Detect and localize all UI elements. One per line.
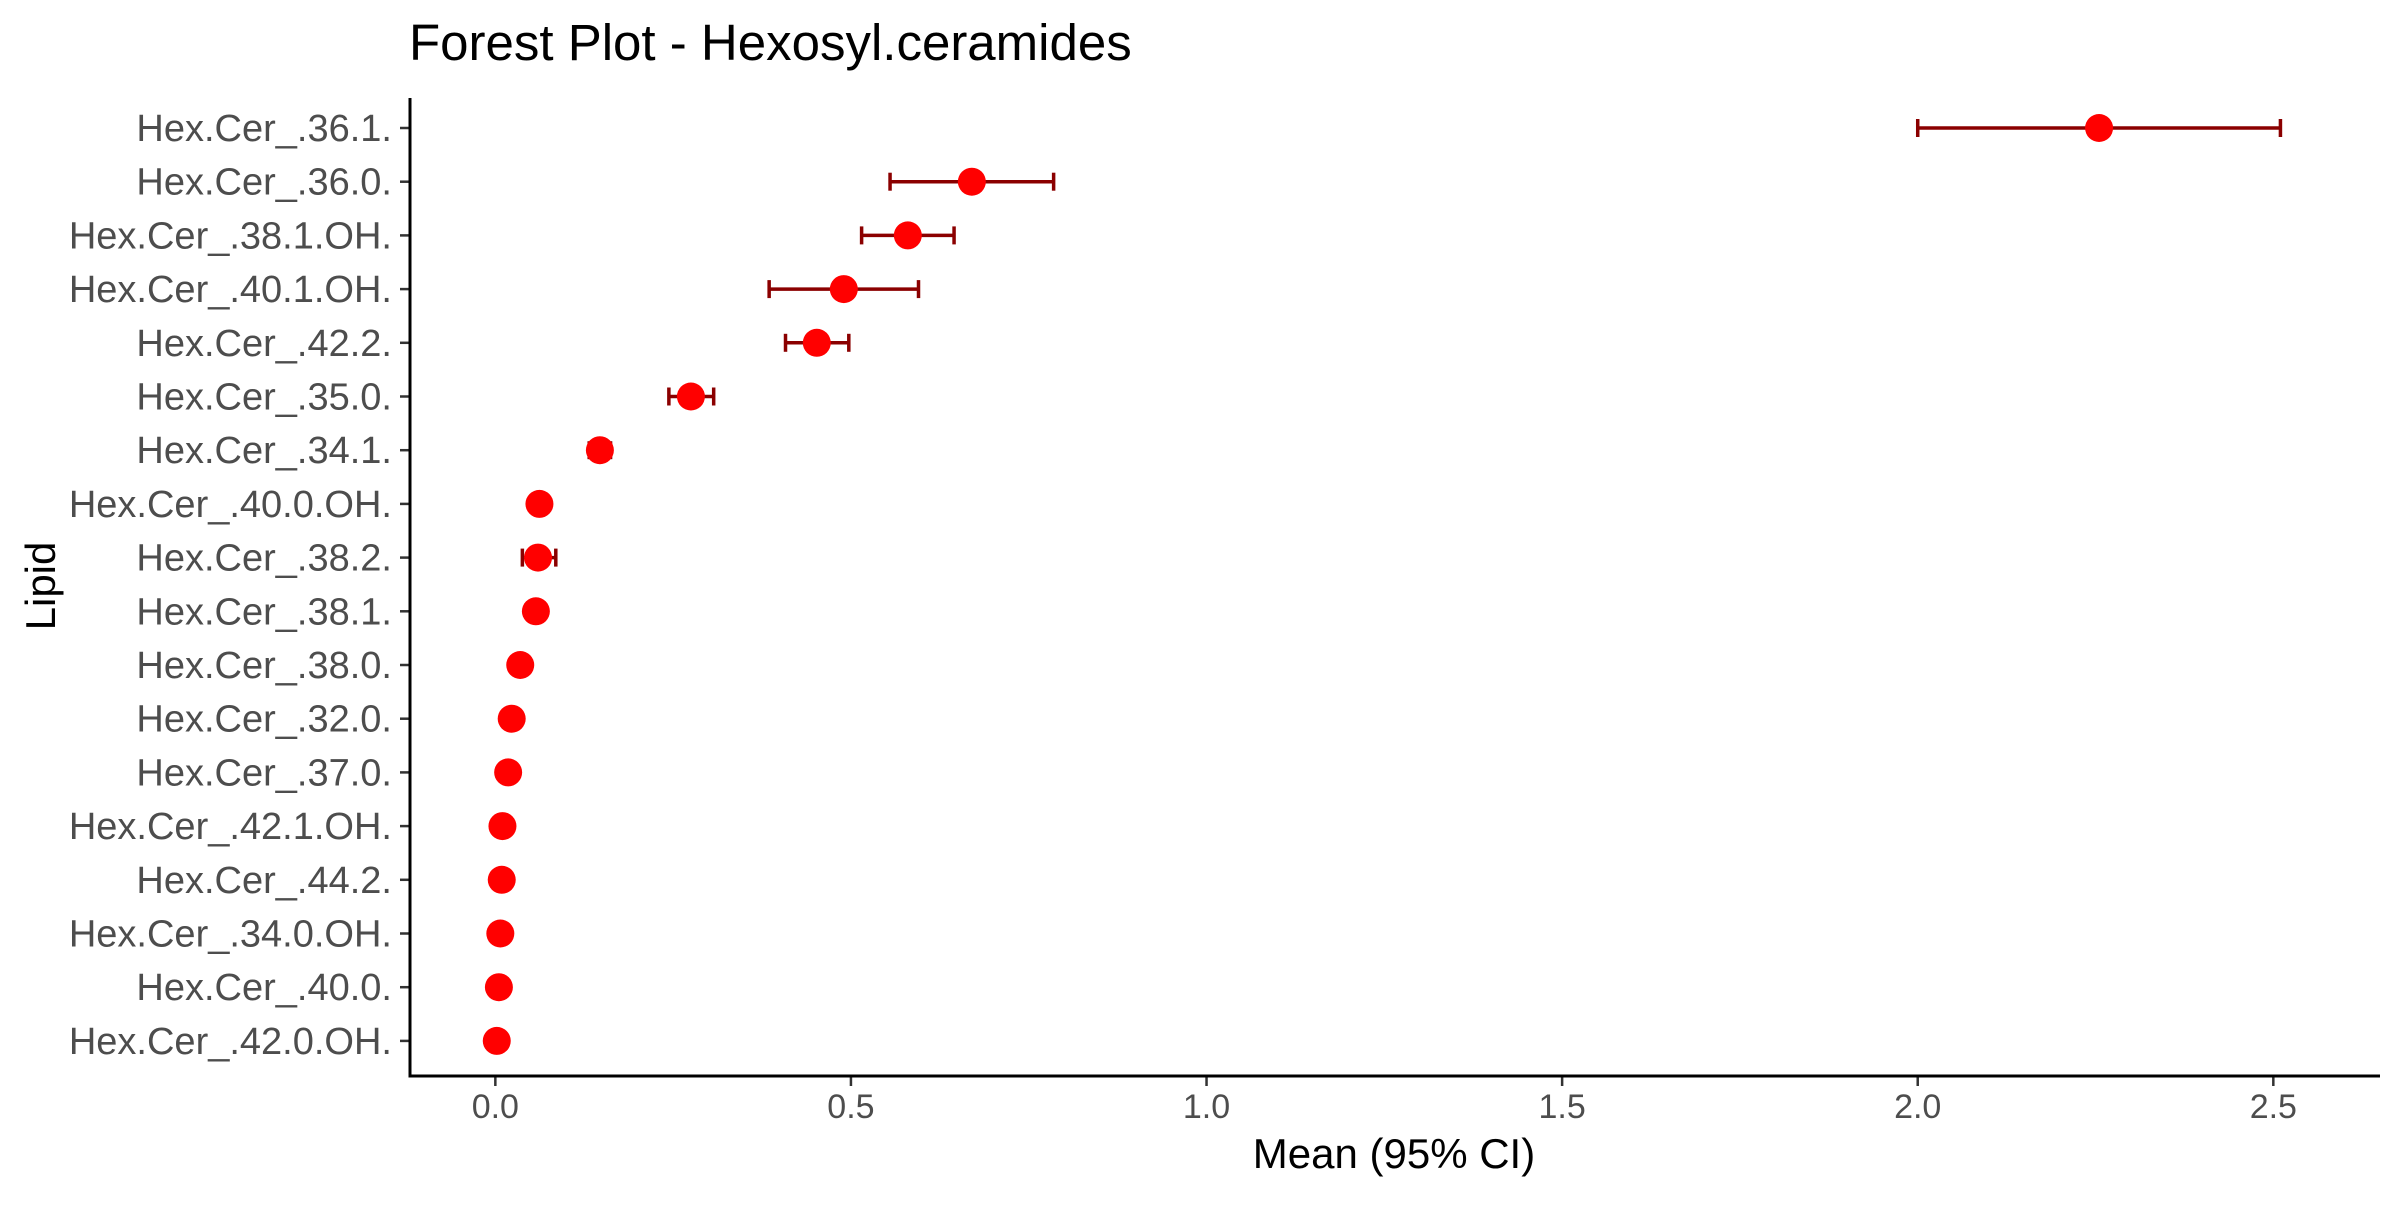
y-tick-label: Hex.Cer_.34.1. [136,430,392,472]
mean-point [676,382,705,411]
y-tick-label: Hex.Cer_.36.1. [136,108,392,150]
forest-row [497,704,526,733]
x-axis-ticks: 0.0 0.5 1.0 1.5 2.0 2.5 [472,1076,2297,1126]
y-tick-label: Hex.Cer_.36.0. [136,162,392,204]
mean-point [525,489,554,518]
x-axis-title: Mean (95% CI) [1253,1130,1535,1177]
forest-row [1915,114,2283,142]
y-tick-label: Hex.Cer_.40.1.OH. [69,269,392,311]
mean-point [482,1026,511,1055]
y-tick-label: Hex.Cer_.38.1.OH. [69,215,392,257]
x-tick-label: 2.5 [2250,1088,2297,1126]
y-tick-label: Hex.Cer_.32.0. [136,699,392,741]
mean-point [487,865,516,894]
forest-row [494,758,523,787]
mean-point [486,919,515,948]
x-tick-label: 2.0 [1894,1088,1941,1126]
forest-row [506,651,535,679]
x-tick-label: 1.5 [1538,1088,1585,1126]
mean-point [488,812,517,841]
y-tick-label: Hex.Cer_.42.1.OH. [69,806,392,848]
mean-point [524,543,553,572]
mean-point [521,597,550,626]
forest-row [482,1026,511,1055]
y-tick-label: Hex.Cer_.42.0.OH. [69,1021,392,1063]
y-tick-label: Hex.Cer_.38.0. [136,645,392,687]
x-tick-label: 1.0 [1183,1088,1230,1126]
mean-point [506,651,535,679]
mean-point [494,758,523,787]
mean-point [802,328,831,357]
mean-point [2085,114,2114,142]
forest-row [859,221,956,250]
forest-row [585,436,614,465]
forest-row [767,275,921,304]
y-tick-label: Hex.Cer_.38.1. [136,591,392,633]
y-tick-label: Hex.Cer_.40.0. [136,967,392,1009]
forest-row [783,328,851,357]
y-tick-label: Hex.Cer_.40.0.OH. [69,484,392,526]
forest-row [888,167,1056,196]
mean-point [829,275,858,304]
y-tick-label: Hex.Cer_.34.0.OH. [69,914,392,956]
y-tick-label: Hex.Cer_.35.0. [136,377,392,419]
mean-point [585,436,614,465]
forest-row [521,597,550,626]
y-tick-label: Hex.Cer_.38.2. [136,538,392,580]
y-tick-label: Hex.Cer_.42.2. [136,323,392,365]
mean-point [893,221,922,250]
forest-row [667,382,716,411]
y-tick-label: Hex.Cer_.37.0. [136,752,392,794]
forest-row [487,865,516,894]
mean-point [484,973,513,1002]
data-layer [482,114,2283,1055]
forest-row [525,489,554,518]
x-tick-label: 0.0 [472,1088,519,1126]
y-axis-title: Lipid [17,542,64,631]
y-tick-labels: Hex.Cer_.36.1. Hex.Cer_.36.0. Hex.Cer_.38.… [69,108,410,1063]
x-tick-label: 0.5 [827,1088,874,1126]
y-tick-label: Hex.Cer_.44.2. [136,860,392,902]
mean-point [497,704,526,733]
forest-row [520,543,558,572]
forest-row [488,812,517,841]
forest-row [486,919,515,948]
chart-title: Forest Plot - Hexosyl.ceramides [409,14,1132,71]
mean-point [957,167,986,196]
forest-row [484,973,513,1002]
